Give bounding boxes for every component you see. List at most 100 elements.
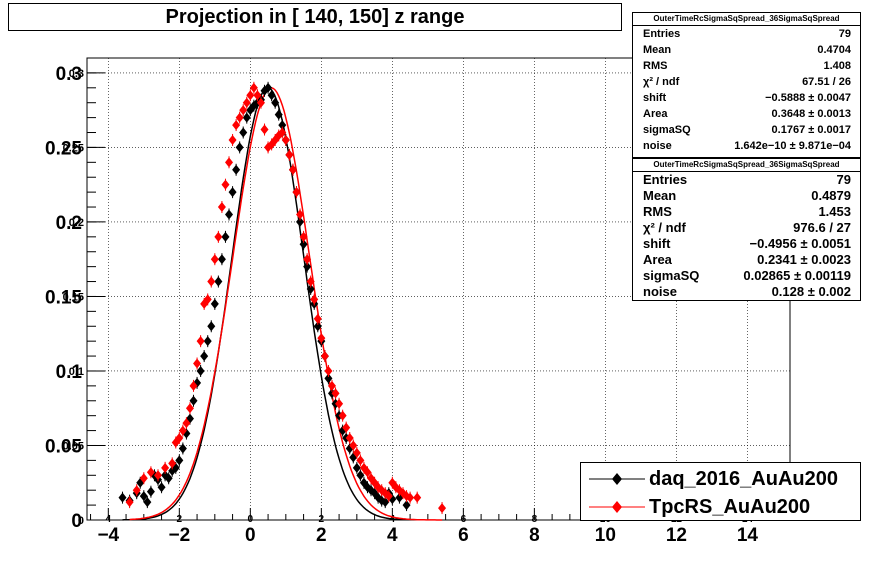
- data-point-daq: [139, 490, 148, 503]
- data-point-daq: [356, 469, 365, 482]
- data-point-daq: [235, 141, 244, 154]
- data-point-tpcrs: [384, 490, 393, 503]
- legend-marker-red-diamond-icon: [589, 501, 645, 513]
- stat-value: 0.3648 ± 0.0013: [771, 108, 851, 120]
- data-point-tpcrs: [175, 432, 184, 445]
- axis-layer: −44−22002244668810101212141400.050.10.15…: [45, 64, 784, 546]
- y-tick-label: 0: [71, 511, 82, 532]
- chart-title: Projection in [ 140, 150] z range: [8, 3, 622, 31]
- x-tick-label: 12: [666, 525, 687, 546]
- stat-row-area: Area 0.2341 ± 0.0023: [633, 252, 860, 268]
- data-point-daq: [203, 335, 212, 348]
- stat-value: 1.408: [823, 60, 851, 72]
- x-tick-label: 8: [529, 525, 540, 546]
- overlay-y-tick-label: 0.25: [63, 142, 84, 154]
- data-point-tpcrs: [207, 275, 216, 288]
- stat-value: 79: [836, 172, 851, 187]
- stat-label: RMS: [643, 204, 672, 219]
- data-point-tpcrs: [246, 89, 255, 102]
- stat-value: 1.642e−10 ± 9.871e−04: [734, 140, 851, 152]
- data-point-tpcrs: [253, 89, 262, 102]
- data-point-daq: [267, 89, 276, 102]
- data-point-daq: [143, 496, 152, 509]
- data-point-tpcrs: [146, 466, 155, 479]
- data-point-tpcrs: [161, 461, 170, 474]
- x-tick-label: 14: [737, 525, 759, 546]
- overlay-x-tick-label: 2: [319, 514, 325, 525]
- stat-label: Mean: [643, 44, 672, 56]
- data-point-tpcrs: [178, 424, 187, 437]
- overlay-y-tick-label: 0: [78, 515, 84, 527]
- data-point-tpcrs: [303, 253, 312, 266]
- data-point-daq: [189, 394, 198, 407]
- data-point-tpcrs: [296, 208, 305, 221]
- data-point-tpcrs: [299, 230, 308, 243]
- data-point-tpcrs: [214, 230, 223, 243]
- data-point-tpcrs: [317, 332, 326, 345]
- data-point-tpcrs: [335, 397, 344, 410]
- stat-label: Entries: [643, 172, 688, 187]
- stat-label: χ² / ndf: [643, 76, 680, 88]
- data-point-tpcrs: [221, 178, 230, 191]
- fit-curve-daq: [122, 87, 407, 521]
- stat-value: 1.453: [818, 204, 851, 219]
- data-point-tpcrs: [310, 293, 319, 306]
- stats-panel-daq: OuterTimeRcSigmaSqSpread_36SigmaSqSpread…: [632, 158, 861, 301]
- data-point-daq: [352, 461, 361, 474]
- data-point-tpcrs: [228, 133, 237, 146]
- overlay-y-tick-label: 0.2: [69, 217, 84, 229]
- stats-panel-header: OuterTimeRcSigmaSqSpread_36SigmaSqSpread: [633, 13, 860, 26]
- data-point-tpcrs: [406, 491, 415, 504]
- stat-value: 0.4879: [811, 188, 851, 203]
- data-point-tpcrs: [249, 81, 258, 94]
- x-tick-label: 0: [245, 525, 256, 546]
- points-layer: [118, 81, 447, 515]
- data-point-daq: [200, 350, 209, 363]
- data-point-daq: [164, 472, 173, 485]
- stat-row-rms: RMS 1.453: [633, 204, 860, 220]
- data-point-tpcrs: [225, 156, 234, 169]
- y-tick-label: 0.3: [56, 64, 82, 85]
- legend: daq_2016_AuAu200 TpcRS_AuAu200: [580, 462, 861, 521]
- stat-row-sigmasq: sigmaSQ 0.1767 ± 0.0017: [633, 122, 860, 138]
- stat-value: 67.51 / 26: [802, 76, 851, 88]
- stat-label: RMS: [643, 60, 668, 72]
- stat-value: 0.128 ± 0.002: [771, 284, 851, 299]
- overlay-x-tick-label: 8: [532, 514, 538, 525]
- stat-row-rms: RMS 1.408: [633, 58, 860, 74]
- data-point-daq: [225, 208, 234, 221]
- overlay-y-tick-label: 0.05: [63, 440, 84, 452]
- data-point-tpcrs: [256, 96, 265, 109]
- legend-marker-black-diamond-icon: [589, 473, 645, 485]
- overlay-y-tick-label: 0.3: [69, 68, 84, 80]
- stat-value: 79: [838, 28, 851, 40]
- stat-label: Area: [643, 252, 672, 267]
- stat-value: 0.4704: [817, 44, 851, 56]
- data-point-daq: [228, 186, 237, 199]
- data-point-tpcrs: [342, 421, 351, 434]
- data-point-tpcrs: [239, 104, 248, 117]
- data-point-tpcrs: [356, 454, 365, 467]
- y-tick-label: 0.15: [45, 287, 82, 308]
- stat-label: shift: [643, 92, 667, 104]
- data-point-tpcrs: [278, 126, 287, 139]
- overlay-x-tick-label: 4: [106, 514, 112, 525]
- stat-value: 0.1767 ± 0.0017: [771, 124, 851, 136]
- data-point-tpcrs: [132, 484, 141, 497]
- stat-row-entries: Entries 79: [633, 26, 860, 42]
- data-point-tpcrs: [288, 163, 297, 176]
- data-point-tpcrs: [168, 457, 177, 470]
- data-point-tpcrs: [182, 417, 191, 430]
- data-point-tpcrs: [306, 275, 315, 288]
- x-tick-label: 2: [316, 525, 327, 546]
- overlay-x-tick-label: 2: [177, 514, 183, 525]
- legend-entry-tpcrs: TpcRS_AuAu200: [581, 493, 860, 521]
- data-point-tpcrs: [320, 350, 329, 363]
- overlay-y-tick-label: 0.1: [69, 366, 84, 378]
- data-point-tpcrs: [438, 502, 447, 515]
- data-point-daq: [146, 485, 155, 498]
- data-point-tpcrs: [313, 312, 322, 325]
- overlay-x-tick-label: 6: [461, 514, 467, 525]
- fit-layer: [122, 87, 443, 521]
